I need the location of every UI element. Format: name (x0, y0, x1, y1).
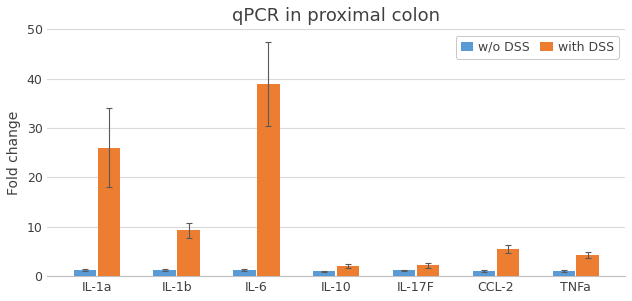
Bar (154, 270, 176, 276)
Bar (337, 266, 360, 276)
Bar (497, 249, 519, 276)
Bar (473, 271, 495, 276)
Bar (576, 255, 599, 276)
Bar (97, 148, 120, 276)
Bar (178, 230, 200, 276)
Bar (73, 270, 96, 276)
Bar (552, 271, 575, 276)
Bar (417, 265, 439, 276)
Title: qPCR in proximal colon: qPCR in proximal colon (232, 7, 441, 25)
Bar (233, 270, 255, 276)
Legend: w/o DSS, with DSS: w/o DSS, with DSS (456, 36, 619, 58)
Bar (393, 270, 415, 276)
Bar (257, 84, 279, 276)
Y-axis label: Fold change: Fold change (7, 110, 21, 195)
Bar (313, 271, 336, 276)
